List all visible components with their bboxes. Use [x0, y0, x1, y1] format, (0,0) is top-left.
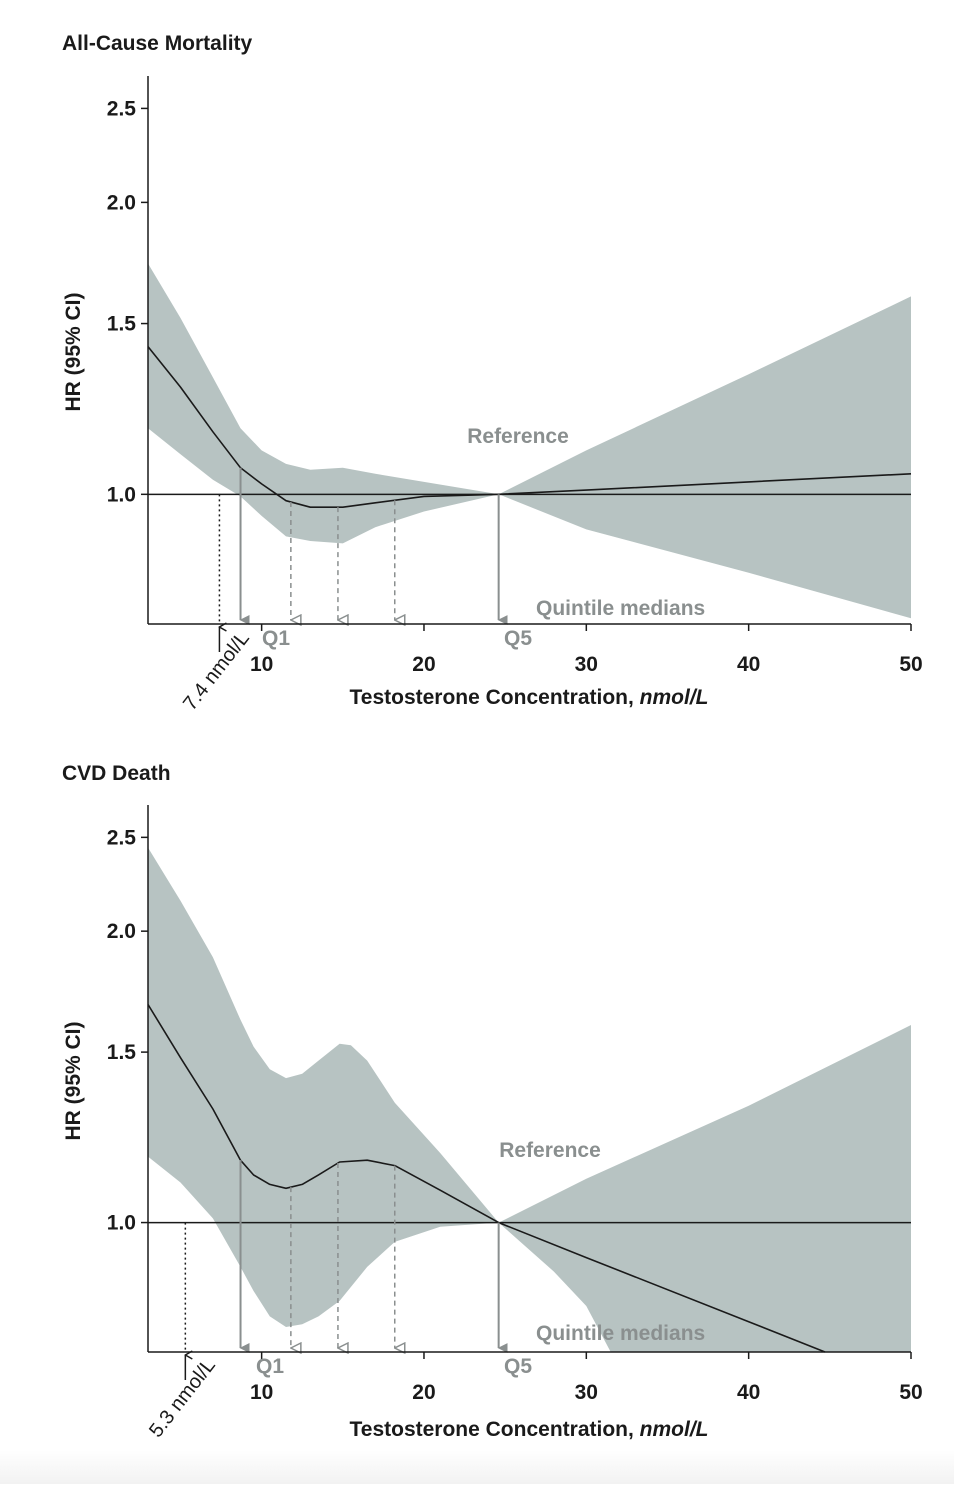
x-tick-label: 40	[737, 653, 760, 676]
threshold-label: 7.4 nmol/L	[179, 628, 254, 715]
plot-area: 1.0 1.5 2.0 2.5 10 20 30 40 50	[107, 805, 923, 1404]
panel-cvd-death: CVD Death 1.0 1.5 2.0 2.5 10 20 30 40 50 HR (95%…	[62, 762, 923, 1442]
hr-line	[147, 346, 912, 509]
q1-label: Q1	[256, 1355, 284, 1378]
x-tick-label: 30	[575, 653, 598, 676]
hr-line	[147, 1004, 826, 1353]
bottom-edge-shadow	[0, 1450, 954, 1484]
q5-label: Q5	[504, 1355, 532, 1378]
x-tick-label: 50	[899, 1381, 922, 1404]
quintile-medians-label: Quintile medians	[536, 1322, 705, 1345]
x-axis-label-unit: nmol/L	[640, 1418, 709, 1441]
y-tick-label: 1.5	[107, 313, 137, 336]
y-tick-label: 1.5	[107, 1041, 137, 1064]
x-tick-label: 20	[412, 1381, 435, 1404]
y-tick-label: 2.0	[107, 191, 136, 214]
x-tick-label: 10	[250, 653, 273, 676]
ci-band	[148, 847, 911, 1352]
y-axis-label: HR (95% CI)	[62, 1021, 85, 1140]
quintile-medians-label: Quintile medians	[536, 597, 705, 620]
q5-label: Q5	[504, 627, 532, 650]
x-axis-label-text: Testosterone Concentration,	[350, 1418, 640, 1441]
x-axis-label: Testosterone Concentration, nmol/L	[350, 686, 709, 709]
x-tick-label: 40	[737, 1381, 760, 1404]
x-axis-label-text: Testosterone Concentration,	[350, 686, 640, 709]
x-tick-label: 10	[250, 1381, 273, 1404]
x-axis-label: Testosterone Concentration, nmol/L	[350, 1418, 709, 1441]
x-tick-label: 30	[575, 1381, 598, 1404]
x-axis-label-unit: nmol/L	[640, 686, 709, 709]
x-tick-label: 50	[899, 653, 922, 676]
x-tick-label: 20	[412, 653, 435, 676]
q1-label: Q1	[262, 627, 290, 650]
reference-label: Reference	[467, 425, 569, 448]
plot-area: 1.0 1.5 2.0 2.5 10 20 30 40 50	[107, 76, 923, 676]
y-tick-label: 2.0	[107, 920, 136, 943]
y-tick-label: 1.0	[107, 1212, 136, 1235]
y-tick-label: 2.5	[107, 97, 137, 120]
panel-title: CVD Death	[62, 762, 171, 785]
reference-label: Reference	[499, 1139, 601, 1162]
y-tick-label: 2.5	[107, 826, 137, 849]
panel-all-cause-mortality: All-Cause Mortality 1.0 1.5 2.0 2.5 10 20 30 40…	[62, 32, 923, 715]
ci-band	[148, 263, 911, 619]
y-axis-label: HR (95% CI)	[62, 292, 85, 411]
panel-title: All-Cause Mortality	[62, 32, 253, 55]
y-tick-label: 1.0	[107, 483, 136, 506]
threshold-label: 5.3 nmol/L	[145, 1355, 220, 1442]
